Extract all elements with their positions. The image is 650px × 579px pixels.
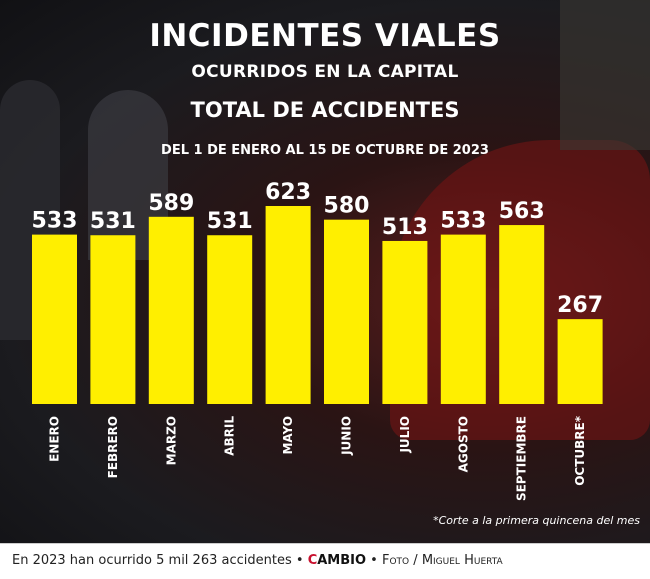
brand-logo-rest: AMBIO (317, 553, 367, 568)
category-label-8: AGOSTO (456, 416, 470, 472)
category-label-6: JUNIO (340, 416, 354, 456)
bar-6 (324, 219, 369, 404)
category-label-7: JULIO (398, 416, 412, 454)
background-building (560, 0, 650, 150)
bar-value-label-2: 531 (90, 209, 136, 234)
footer-bar: En 2023 han ocurrido 5 mil 263 accidente… (0, 543, 650, 579)
bar-7 (382, 240, 428, 404)
bar-value-label-4: 531 (207, 209, 253, 234)
bar-1 (32, 234, 77, 404)
bar-4 (207, 235, 253, 404)
bar-8 (440, 234, 486, 404)
bar-value-label-9: 563 (499, 199, 545, 224)
footer-separator: • (295, 553, 304, 568)
bar-chart: 533 ENERO 531 FEBRERO 589 MARZO 531 ABRIL 623 MAY… (32, 180, 604, 501)
brand-logo-accent: C (307, 553, 318, 568)
bar-value-label-10: 267 (557, 293, 603, 318)
footer-caption: En 2023 han ocurrido 5 mil 263 accidente… (12, 553, 292, 568)
category-label-5: MAYO (281, 416, 295, 455)
bar-2 (90, 235, 136, 404)
category-label-4: ABRIL (223, 416, 237, 456)
bar-10 (557, 319, 603, 404)
photographer-credit: Miguel Huerta (421, 553, 503, 568)
bar-value-label-3: 589 (148, 191, 194, 216)
main-title: INCIDENTES VIALES (149, 18, 501, 54)
footnote: *Corte a la primera quincena del mes (433, 514, 640, 527)
photo-label: Foto (381, 553, 410, 568)
date-range: DEL 1 DE ENERO AL 15 DE OCTUBRE DE 2023 (161, 143, 489, 158)
bar-5 (265, 206, 311, 404)
category-label-1: ENERO (48, 416, 62, 462)
category-label-9: SEPTIEMBRE (515, 416, 529, 501)
bar-value-label-5: 623 (265, 180, 311, 205)
bar-value-label-7: 513 (382, 215, 428, 240)
bar-value-label-8: 533 (440, 209, 486, 234)
bar-3 (148, 216, 194, 404)
category-label-10: OCTUBRE* (573, 415, 587, 486)
bar-value-label-1: 533 (32, 209, 78, 234)
footer-separator-2: • (370, 553, 378, 568)
chart-title: TOTAL DE ACCIDENTES (190, 98, 460, 122)
bar-value-label-6: 580 (324, 194, 370, 219)
footer-caption-line: En 2023 han ocurrido 5 mil 263 accidente… (12, 553, 503, 568)
infographic-poster: INCIDENTES VIALES OCURRIDOS EN LA CAPITA… (0, 0, 650, 543)
main-subtitle: OCURRIDOS EN LA CAPITAL (191, 62, 459, 82)
photo-separator: / (413, 553, 418, 568)
bar-9 (499, 225, 545, 404)
category-label-2: FEBRERO (106, 416, 120, 478)
category-label-3: MARZO (164, 416, 178, 465)
brand-logo: CAMBIO (308, 553, 366, 568)
